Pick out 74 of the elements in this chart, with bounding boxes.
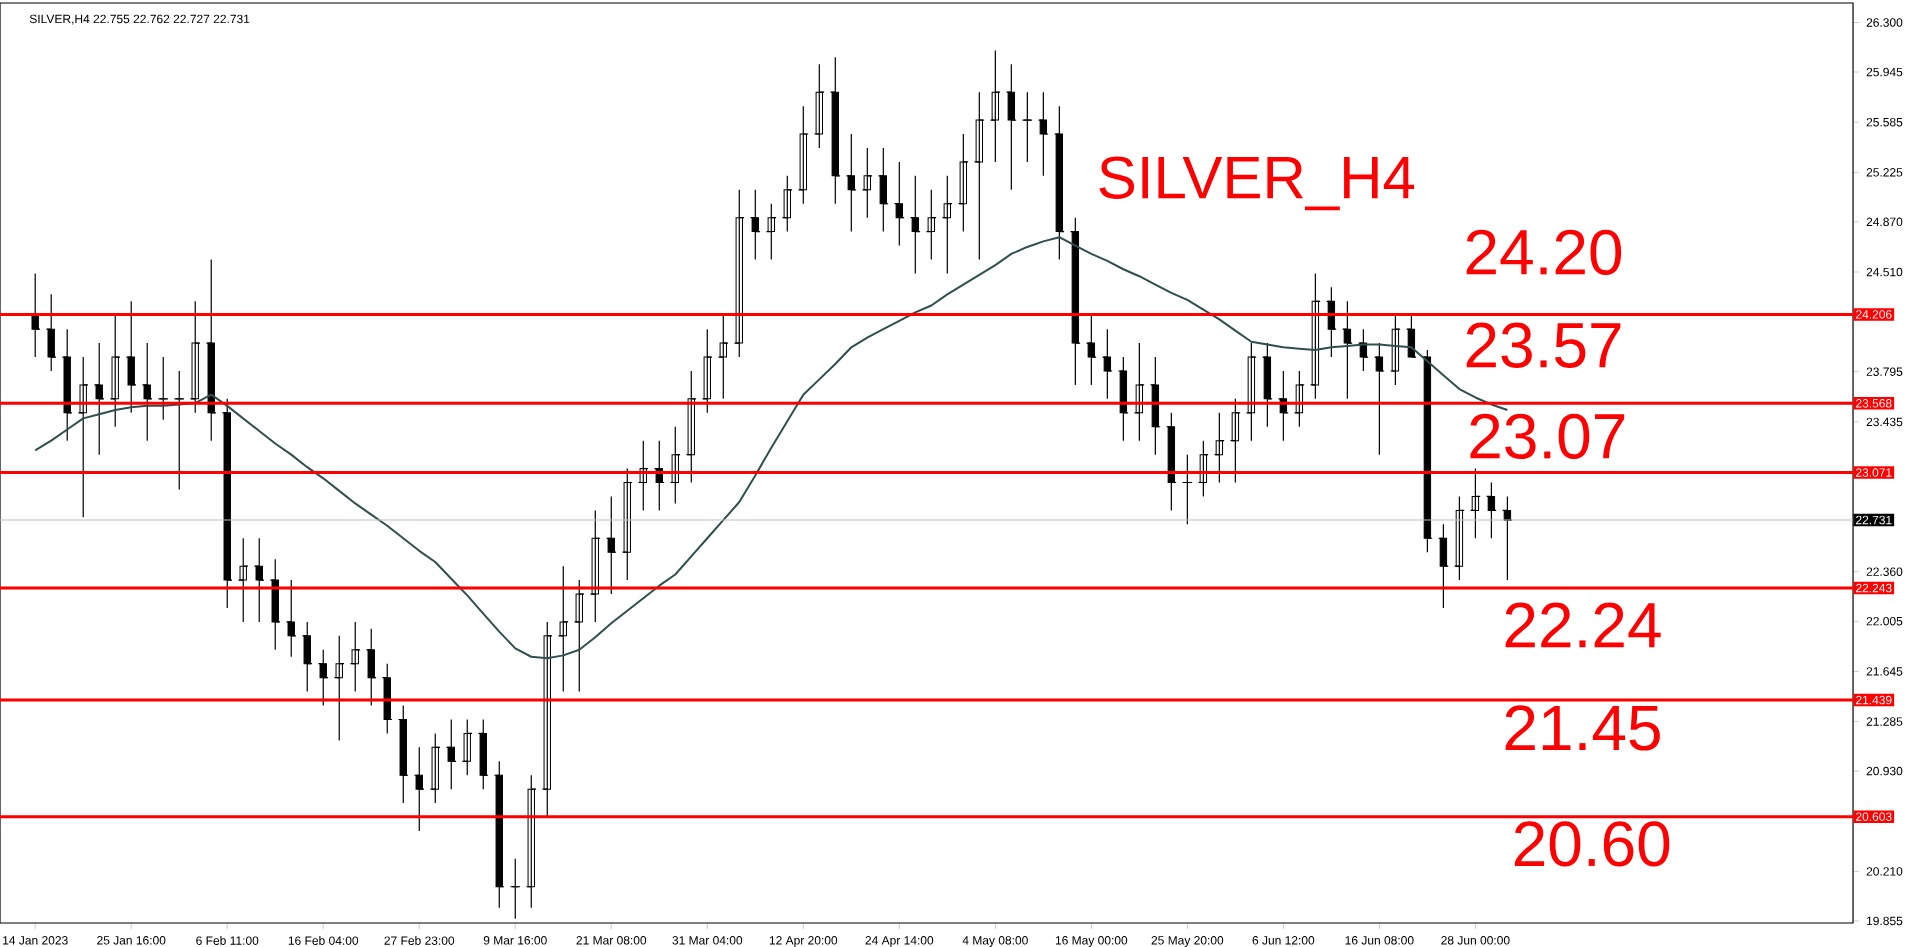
candlestick <box>543 621 551 818</box>
candlestick <box>1007 63 1016 191</box>
annotation: 24.20 <box>1466 229 1622 275</box>
candlestick <box>463 718 471 776</box>
ref-line-label: 23.568 <box>1856 399 1892 408</box>
text: SILVER,H4 22.755 22.762 22.727 22.731 <box>29 14 250 25</box>
candlestick <box>623 467 631 581</box>
x-tick-label: 27 Feb 23:00 <box>384 936 455 945</box>
ref-line-label: 22.243 <box>1856 583 1892 593</box>
y-tick-label: 21.645 <box>1866 667 1903 676</box>
candlestick <box>879 147 888 233</box>
y-tick-label: 20.210 <box>1866 867 1903 876</box>
candlestick <box>527 774 535 909</box>
candlestick <box>111 314 119 428</box>
x-tick-label: 25 Jan 16:00 <box>97 936 166 945</box>
x-tick-label: 28 Jun 00:00 <box>1441 936 1510 945</box>
x-tick-label: 12 Apr 20:00 <box>769 936 838 947</box>
candlestick <box>479 718 487 790</box>
x-tick-label: 6 Jun 12:00 <box>1252 936 1315 945</box>
y-tick-label: 22.005 <box>1866 616 1903 626</box>
annotation: 23.07 <box>1470 413 1625 459</box>
candlestick <box>303 621 311 693</box>
annotation: 21.45 <box>1505 705 1660 751</box>
candlestick <box>127 300 135 414</box>
x-tick-label: 25 May 20:00 <box>1151 936 1224 947</box>
annotation: 23.57 <box>1466 322 1621 368</box>
y-tick-label: 25.585 <box>1866 117 1903 127</box>
candlestick <box>735 189 743 358</box>
candlestick <box>495 760 503 909</box>
ref-line-label: 22.731 <box>1856 515 1892 525</box>
y-tick-label: 25.225 <box>1866 168 1903 177</box>
candlestick <box>223 398 231 609</box>
x-tick-label: 4 May 08:00 <box>962 936 1028 947</box>
candlestick <box>399 704 407 804</box>
candlestick <box>831 56 839 205</box>
ref-line-label: 21.439 <box>1856 695 1892 705</box>
candlestick <box>799 105 807 205</box>
candlestick <box>47 293 55 372</box>
y-tick-label: 25.945 <box>1866 67 1903 77</box>
y-tick-label: 19.855 <box>1867 916 1903 926</box>
candlestick <box>575 579 583 693</box>
y-tick-label: 26.300 <box>1866 18 1903 27</box>
candlestick <box>703 328 711 414</box>
y-tick-label: 23.795 <box>1866 367 1903 376</box>
candlestick <box>431 732 439 804</box>
candlestick <box>815 63 823 149</box>
candlestick <box>367 628 375 707</box>
ref-line-label: 23.071 <box>1856 468 1892 477</box>
candlestick <box>975 91 984 261</box>
candlestick <box>783 175 791 233</box>
candlestick <box>191 300 199 414</box>
annotation: SILVER_H4 <box>1099 156 1415 211</box>
candlestick <box>991 49 1000 163</box>
annotation: 22.24 <box>1505 602 1661 648</box>
y-tick-label: 22.360 <box>1866 567 1903 576</box>
x-tick-label: 24 Apr 14:00 <box>865 936 934 947</box>
y-tick-label: 23.435 <box>1866 417 1903 427</box>
annotation: 20.60 <box>1514 821 1670 867</box>
y-tick-label: 21.285 <box>1866 717 1903 726</box>
ref-line-label: 20.603 <box>1856 812 1892 821</box>
x-tick-label: 31 Mar 04:00 <box>672 936 743 945</box>
x-tick-label: 9 Mar 16:00 <box>483 936 547 945</box>
candlestick <box>1055 105 1064 261</box>
y-tick-label: 24.510 <box>1866 267 1903 277</box>
x-tick-label: 14 Jan 2023 <box>3 936 68 945</box>
x-tick-label: 16 Feb 04:00 <box>288 936 359 945</box>
x-tick-label: 16 Jun 08:00 <box>1345 936 1414 945</box>
candlestick <box>959 133 968 233</box>
x-tick-label: 21 Mar 08:00 <box>576 936 647 945</box>
x-tick-label: 6 Feb 11:00 <box>196 936 259 945</box>
y-tick-label: 20.930 <box>1866 766 1903 776</box>
y-tick-label: 24.870 <box>1866 217 1903 227</box>
ref-line-label: 24.206 <box>1856 310 1892 319</box>
x-tick-label: 16 May 00:00 <box>1055 936 1128 947</box>
